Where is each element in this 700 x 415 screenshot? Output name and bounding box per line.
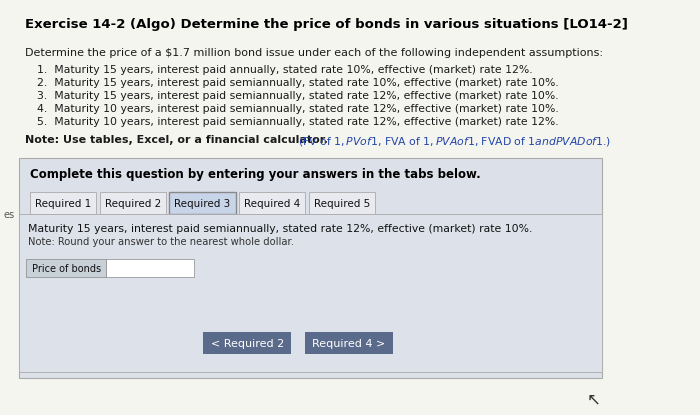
Text: Exercise 14-2 (Algo) Determine the price of bonds in various situations [LO14-2]: Exercise 14-2 (Algo) Determine the price… [25,18,628,31]
Text: ↖: ↖ [587,390,601,408]
Text: Required 5: Required 5 [314,199,370,209]
FancyBboxPatch shape [309,192,375,214]
Text: Complete this question by entering your answers in the tabs below.: Complete this question by entering your … [30,168,481,181]
FancyBboxPatch shape [169,192,236,214]
Text: 1.  Maturity 15 years, interest paid annually, stated rate 10%, effective (marke: 1. Maturity 15 years, interest paid annu… [37,65,533,75]
Text: 5.  Maturity 10 years, interest paid semiannually, stated rate 12%, effective (m: 5. Maturity 10 years, interest paid semi… [37,117,559,127]
Text: Required 3: Required 3 [174,199,231,209]
Text: Price of bonds: Price of bonds [32,264,101,274]
FancyBboxPatch shape [20,158,602,378]
Text: Note: Round your answer to the nearest whole dollar.: Note: Round your answer to the nearest w… [28,237,294,247]
Text: < Required 2: < Required 2 [211,339,284,349]
Text: Required 4: Required 4 [244,199,300,209]
Text: Maturity 15 years, interest paid semiannually, stated rate 12%, effective (marke: Maturity 15 years, interest paid semiann… [28,224,533,234]
Text: Required 2: Required 2 [105,199,161,209]
FancyBboxPatch shape [106,259,194,277]
Text: 2.  Maturity 15 years, interest paid semiannually, stated rate 10%, effective (m: 2. Maturity 15 years, interest paid semi… [37,78,559,88]
Text: Determine the price of a $1.7 million bond issue under each of the following ind: Determine the price of a $1.7 million bo… [25,48,603,58]
FancyBboxPatch shape [100,192,166,214]
FancyBboxPatch shape [27,259,106,277]
Text: (FV of $1, PV of $1, FVA of $1, PVA of $1, FVAD of $1 and PVAD of $1.): (FV of $1, PV of $1, FVA of $1, PVA of $… [298,135,612,148]
Text: Note: Use tables, Excel, or a financial calculator.: Note: Use tables, Excel, or a financial … [25,135,332,145]
FancyBboxPatch shape [203,332,291,354]
Text: Required 1: Required 1 [35,199,91,209]
Text: Required 4 >: Required 4 > [312,339,385,349]
FancyBboxPatch shape [20,214,602,372]
Text: 4.  Maturity 10 years, interest paid semiannually, stated rate 12%, effective (m: 4. Maturity 10 years, interest paid semi… [37,104,559,114]
Text: 3.  Maturity 15 years, interest paid semiannually, stated rate 12%, effective (m: 3. Maturity 15 years, interest paid semi… [37,91,559,101]
FancyBboxPatch shape [30,192,96,214]
Text: es: es [4,210,15,220]
FancyBboxPatch shape [304,332,393,354]
FancyBboxPatch shape [239,192,305,214]
